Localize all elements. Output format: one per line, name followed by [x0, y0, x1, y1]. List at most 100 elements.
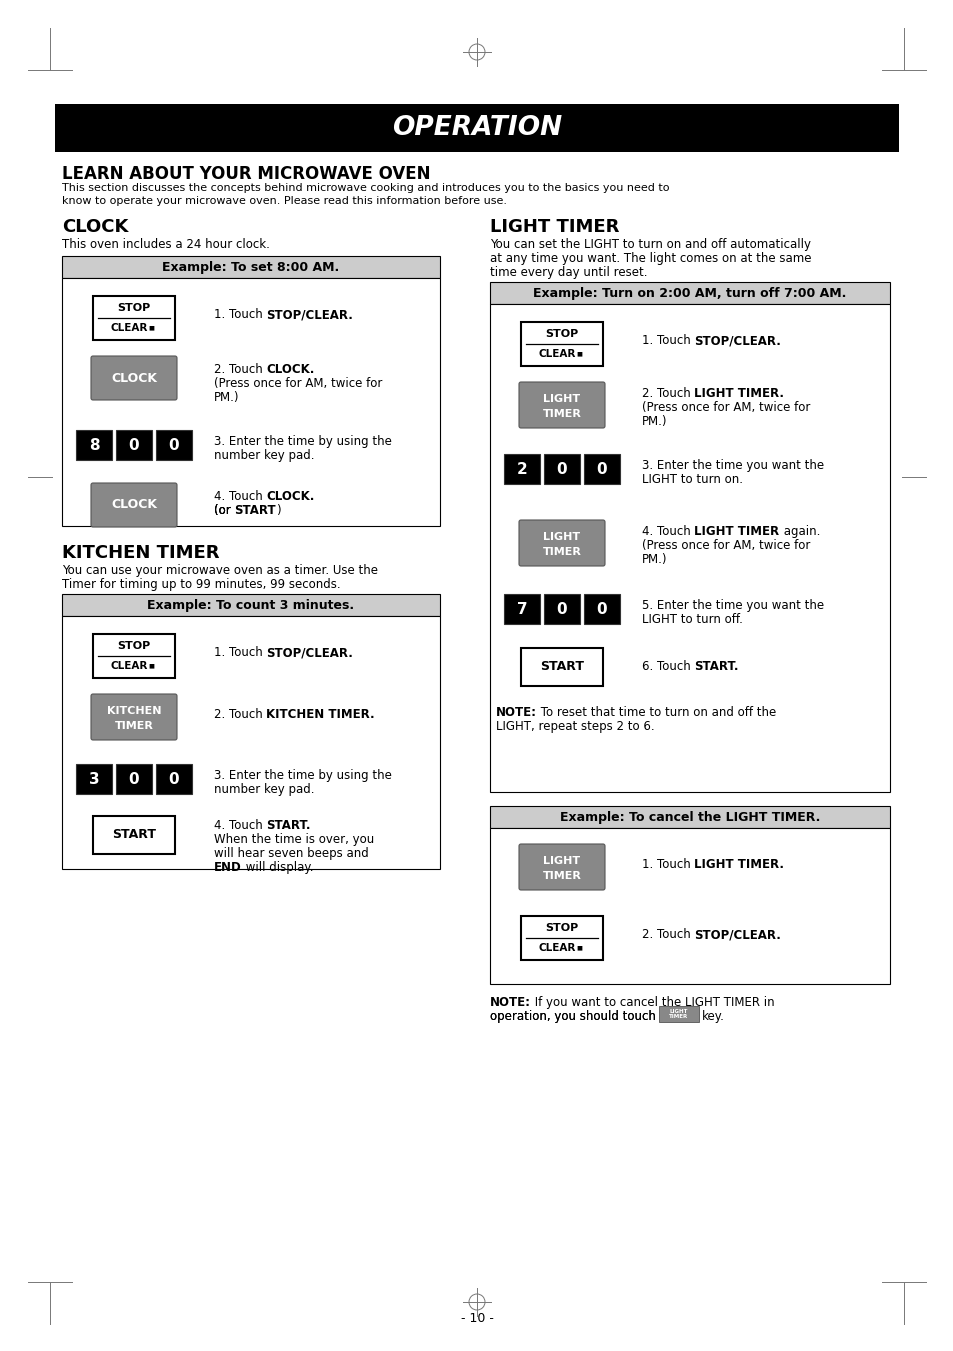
Text: 0: 0 — [596, 601, 607, 616]
Bar — [503, 594, 539, 624]
Text: ■: ■ — [148, 326, 153, 330]
Text: TIMER: TIMER — [542, 409, 580, 419]
Text: STOP/CLEAR.: STOP/CLEAR. — [266, 308, 353, 322]
Bar — [503, 454, 539, 484]
Text: STOP/CLEAR.: STOP/CLEAR. — [266, 646, 353, 659]
Text: (Press once for AM, twice for: (Press once for AM, twice for — [641, 401, 809, 413]
Bar — [62, 255, 439, 278]
Text: 0: 0 — [596, 462, 607, 477]
Text: TIMER: TIMER — [542, 547, 580, 557]
Text: PM.): PM.) — [641, 553, 667, 566]
Text: START: START — [539, 661, 583, 674]
Text: again.: again. — [779, 526, 820, 538]
Bar — [583, 454, 619, 484]
Bar — [520, 648, 602, 686]
FancyBboxPatch shape — [91, 484, 177, 527]
Bar — [490, 828, 889, 984]
Text: KITCHEN TIMER.: KITCHEN TIMER. — [266, 708, 375, 721]
Text: will hear seven beeps and: will hear seven beeps and — [213, 847, 369, 861]
Text: LIGHT: LIGHT — [543, 855, 580, 866]
Text: 1. Touch: 1. Touch — [641, 334, 694, 347]
Text: 6. Touch: 6. Touch — [641, 661, 694, 673]
Bar — [55, 104, 898, 153]
Text: 4. Touch: 4. Touch — [213, 490, 266, 503]
Text: PM.): PM.) — [641, 415, 667, 428]
Text: KITCHEN TIMER: KITCHEN TIMER — [62, 544, 219, 562]
Text: LIGHT to turn on.: LIGHT to turn on. — [641, 473, 742, 486]
Text: Example: To cancel the LIGHT TIMER.: Example: To cancel the LIGHT TIMER. — [559, 811, 820, 824]
Bar — [156, 430, 192, 459]
Text: number key pad.: number key pad. — [213, 449, 314, 462]
Text: 4. Touch: 4. Touch — [213, 819, 266, 832]
Text: 0: 0 — [557, 462, 567, 477]
FancyBboxPatch shape — [518, 520, 604, 566]
Bar — [92, 296, 174, 340]
Text: 3. Enter the time by using the: 3. Enter the time by using the — [213, 435, 392, 449]
Bar — [76, 765, 112, 794]
Text: operation, you should touch: operation, you should touch — [490, 1011, 656, 1023]
Text: (or: (or — [213, 504, 234, 517]
Text: CLOCK.: CLOCK. — [266, 490, 314, 503]
Text: 2: 2 — [517, 462, 527, 477]
Bar — [520, 322, 602, 366]
Bar — [490, 807, 889, 828]
Text: at any time you want. The light comes on at the same: at any time you want. The light comes on… — [490, 253, 811, 265]
Bar — [543, 454, 579, 484]
Text: START.: START. — [694, 661, 739, 673]
Bar — [659, 1006, 699, 1021]
Text: 0: 0 — [129, 771, 139, 786]
Text: 1. Touch: 1. Touch — [641, 858, 694, 871]
Text: 3: 3 — [89, 771, 99, 786]
Text: 4. Touch: 4. Touch — [641, 526, 694, 538]
Text: END: END — [213, 861, 241, 874]
Text: To reset that time to turn on and off the: To reset that time to turn on and off th… — [537, 707, 776, 719]
Text: LIGHT: LIGHT — [543, 393, 580, 404]
Text: STOP: STOP — [117, 304, 151, 313]
Text: PM.): PM.) — [213, 390, 239, 404]
Text: TIMER: TIMER — [542, 871, 580, 881]
Text: You can use your microwave oven as a timer. Use the: You can use your microwave oven as a tim… — [62, 563, 377, 577]
Text: If you want to cancel the LIGHT TIMER in: If you want to cancel the LIGHT TIMER in — [531, 996, 774, 1009]
Text: 1. Touch: 1. Touch — [213, 308, 266, 322]
Text: 2. Touch: 2. Touch — [641, 386, 694, 400]
Text: LIGHT: LIGHT — [543, 532, 580, 542]
Bar — [76, 430, 112, 459]
Text: Example: To count 3 minutes.: Example: To count 3 minutes. — [148, 598, 355, 612]
Text: KITCHEN: KITCHEN — [107, 705, 161, 716]
Text: START.: START. — [266, 819, 311, 832]
FancyBboxPatch shape — [91, 357, 177, 400]
Text: START: START — [234, 504, 275, 517]
Text: 2. Touch: 2. Touch — [641, 928, 694, 942]
Text: 8: 8 — [89, 438, 99, 453]
Text: time every day until reset.: time every day until reset. — [490, 266, 647, 280]
Text: NOTE:: NOTE: — [496, 707, 537, 719]
Text: CLOCK: CLOCK — [62, 218, 129, 236]
Text: ): ) — [275, 504, 280, 517]
Bar — [520, 916, 602, 961]
Text: ■: ■ — [576, 946, 581, 950]
Text: key.: key. — [701, 1011, 724, 1023]
Text: Example: To set 8:00 AM.: Example: To set 8:00 AM. — [162, 261, 339, 273]
Text: 7: 7 — [517, 601, 527, 616]
Bar — [116, 430, 152, 459]
Text: 1. Touch: 1. Touch — [213, 646, 266, 659]
Text: CLOCK.: CLOCK. — [266, 363, 314, 376]
Text: 0: 0 — [129, 438, 139, 453]
FancyBboxPatch shape — [518, 844, 604, 890]
Text: TIMER: TIMER — [114, 721, 153, 731]
Text: NOTE:: NOTE: — [490, 996, 531, 1009]
Text: 5. Enter the time you want the: 5. Enter the time you want the — [641, 598, 823, 612]
Text: STOP: STOP — [545, 330, 578, 339]
Text: 0: 0 — [557, 601, 567, 616]
Bar — [116, 765, 152, 794]
Text: CLEAR: CLEAR — [537, 349, 575, 358]
Text: OPERATION: OPERATION — [392, 115, 561, 141]
Text: CLEAR: CLEAR — [111, 323, 148, 332]
Text: Example: Turn on 2:00 AM, turn off 7:00 AM.: Example: Turn on 2:00 AM, turn off 7:00 … — [533, 286, 846, 300]
Text: CLEAR: CLEAR — [111, 661, 148, 670]
Text: STOP: STOP — [545, 923, 578, 934]
Bar — [62, 594, 439, 616]
Text: 2. Touch: 2. Touch — [213, 363, 266, 376]
Text: - 10 -: - 10 - — [460, 1312, 493, 1324]
Bar — [92, 634, 174, 678]
